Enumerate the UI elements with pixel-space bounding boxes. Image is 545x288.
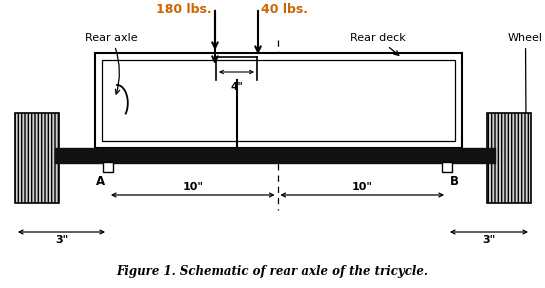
Text: Rear axle: Rear axle — [85, 33, 138, 94]
Text: A: A — [96, 175, 105, 188]
Text: Wheel: Wheel — [508, 33, 543, 119]
Text: Rear deck: Rear deck — [350, 33, 405, 55]
Text: Figure 1. Schematic of rear axle of the tricycle.: Figure 1. Schematic of rear axle of the … — [116, 265, 428, 278]
Text: 180 lbs.: 180 lbs. — [156, 3, 212, 16]
Text: 10": 10" — [352, 182, 373, 192]
Text: 3": 3" — [482, 235, 495, 245]
Text: 3": 3" — [55, 235, 68, 245]
Text: 10": 10" — [182, 182, 203, 192]
Bar — [442, 162, 452, 172]
Bar — [55, 148, 495, 163]
Bar — [103, 162, 113, 172]
Text: B: B — [450, 175, 459, 188]
Bar — [102, 60, 455, 141]
Text: 40 lbs.: 40 lbs. — [261, 3, 308, 16]
Bar — [15, 113, 59, 203]
Text: 4": 4" — [230, 82, 243, 92]
Bar — [95, 53, 462, 148]
Bar — [487, 113, 531, 203]
